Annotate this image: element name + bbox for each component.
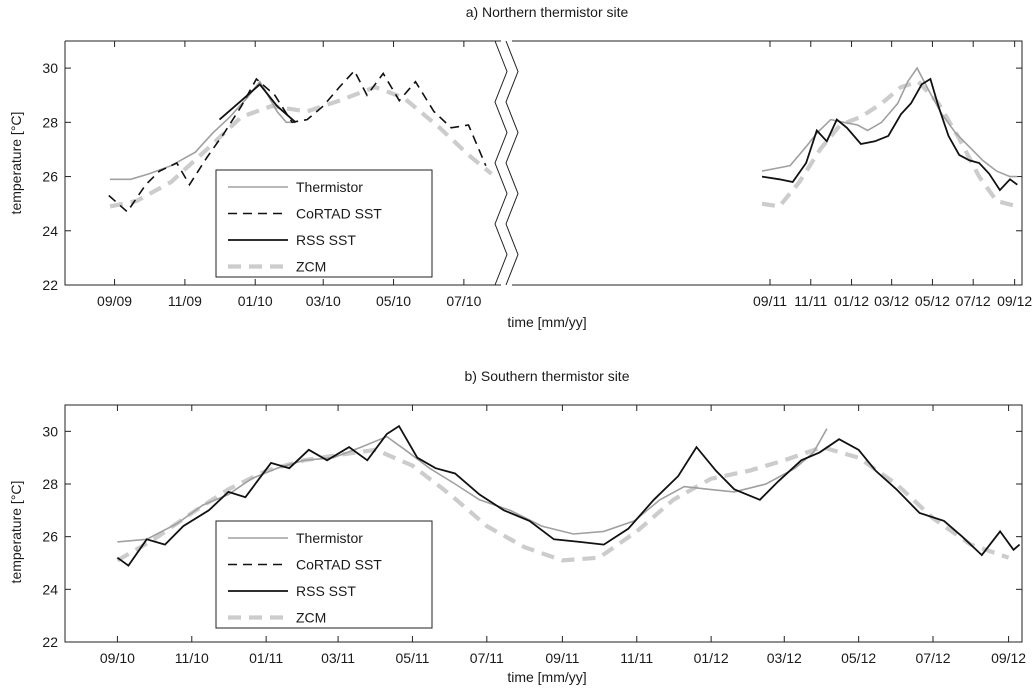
panel-a-legend-label-cortad-sst: CoRTAD SST xyxy=(296,206,382,222)
panel-a-xtick-label: 09/11 xyxy=(753,293,787,309)
panel-a-series-zcm xyxy=(109,84,493,209)
panel-a-series-cortad-sst xyxy=(108,69,487,214)
panel-b-legend-label-cortad-sst: CoRTAD SST xyxy=(296,557,382,573)
panel-a-axis-right xyxy=(512,40,1023,286)
panel-a-plot-area: 22 24 26 28 30 09/09 11/09 01/10 03/10 05/10 07/10… xyxy=(42,40,1032,309)
panel-b-xtick-label: 07/12 xyxy=(915,650,950,666)
panel-a-ytick-label: 22 xyxy=(42,277,58,293)
panel-a-series-thermistor xyxy=(761,66,1018,178)
panel-a-xtick-label: 01/10 xyxy=(238,293,273,309)
panel-b-xtick-label: 01/12 xyxy=(694,650,729,666)
panel-b-xtick-label: 05/12 xyxy=(841,650,876,666)
panel-a-series-zcm xyxy=(761,79,1018,209)
panel-b-xtick-label: 03/11 xyxy=(321,650,355,666)
panel-a-xtick-label: 03/12 xyxy=(874,293,909,309)
panel-a-xtick-label: 05/10 xyxy=(376,293,411,309)
panel-a-ytick-label: 30 xyxy=(42,60,58,76)
panel-a-series-thermistor xyxy=(110,80,296,181)
panel-a-legend-label-rss-sst: RSS SST xyxy=(296,232,356,248)
panel-b-xtick-label: 09/11 xyxy=(545,650,579,666)
panel-a-break-mark xyxy=(505,40,519,286)
panel-a-break-mark xyxy=(494,40,508,286)
panel-b-xtick-label: 01/11 xyxy=(249,650,283,666)
panel-b-axes-box xyxy=(64,404,1023,643)
panel-a-legend-label-zcm: ZCM xyxy=(296,259,326,275)
panel-a-xtick-label: 09/09 xyxy=(97,293,132,309)
panel-a-xtick-label: 07/10 xyxy=(446,293,481,309)
panel-b-xtick-label: 05/11 xyxy=(395,650,429,666)
panel-b-xtick-label: 09/10 xyxy=(100,650,135,666)
panel-a-xlabel: time [mm/yy] xyxy=(507,314,586,330)
panel-a-ylabel: temperature [°C] xyxy=(8,112,24,215)
panel-b-series-thermistor xyxy=(117,428,828,543)
panel-a-xtick-label: 11/09 xyxy=(168,293,202,309)
panel-a-ytick-label: 26 xyxy=(42,169,58,185)
panel-b-legend-label-thermistor: Thermistor xyxy=(296,530,363,546)
panel-a-northern: a) Northern thermistor site temperature … xyxy=(8,4,1032,330)
panel-b-ylabel: temperature [°C] xyxy=(8,481,24,584)
panel-a-xtick-label: 05/12 xyxy=(915,293,950,309)
panel-a-xtick-label: 09/12 xyxy=(997,293,1032,309)
panel-b-xlabel: time [mm/yy] xyxy=(507,669,586,685)
panel-a-legend: Thermistor CoRTAD SST RSS SST ZCM xyxy=(215,169,433,278)
panel-a-legend-label-thermistor: Thermistor xyxy=(296,179,363,195)
panel-a-series-rss-sst xyxy=(761,77,1018,192)
panel-b-legend-label-zcm: ZCM xyxy=(296,610,326,626)
panel-b-legend-label-rss-sst: RSS SST xyxy=(296,583,356,599)
panel-a-series-rss-sst xyxy=(218,83,297,123)
panel-b-ytick-label: 28 xyxy=(42,476,58,492)
panel-b-legend: Thermistor CoRTAD SST RSS SST ZCM xyxy=(215,520,433,629)
panel-a-xtick-label: 07/12 xyxy=(956,293,991,309)
panel-a-xtick-label: 11/11 xyxy=(794,293,827,309)
panel-b-ytick-label: 22 xyxy=(42,634,58,650)
panel-b-xtick-label: 09/12 xyxy=(991,650,1026,666)
panel-a-ytick-label: 28 xyxy=(42,114,58,130)
panel-a-legend-box xyxy=(215,169,433,278)
panel-b-title: b) Southern thermistor site xyxy=(465,368,630,384)
panel-b-ytick-label: 30 xyxy=(42,423,58,439)
panel-a-title: a) Northern thermistor site xyxy=(466,4,629,20)
panel-b-ytick-label: 24 xyxy=(42,581,58,597)
panel-b-xtick-label: 11/11 xyxy=(620,650,653,666)
panel-b-xtick-label: 07/11 xyxy=(470,650,504,666)
panel-b-legend-box xyxy=(215,520,433,629)
panel-b-series-rss-sst xyxy=(116,424,1021,567)
panel-b-xtick-label: 11/10 xyxy=(175,650,209,666)
panel-a-xtick-label: 03/10 xyxy=(306,293,341,309)
panel-a-ytick-label: 24 xyxy=(42,223,58,239)
panel-b-ytick-label: 26 xyxy=(42,529,58,545)
panel-a-xtick-label: 01/12 xyxy=(834,293,869,309)
panel-b-xtick-label: 03/12 xyxy=(767,650,802,666)
panel-b-southern: b) Southern thermistor site temperature … xyxy=(8,368,1026,685)
panel-b-plot-area: 22 24 26 28 30 09/10 11/10 01/11 03/11 05/11 07/11… xyxy=(42,404,1026,666)
